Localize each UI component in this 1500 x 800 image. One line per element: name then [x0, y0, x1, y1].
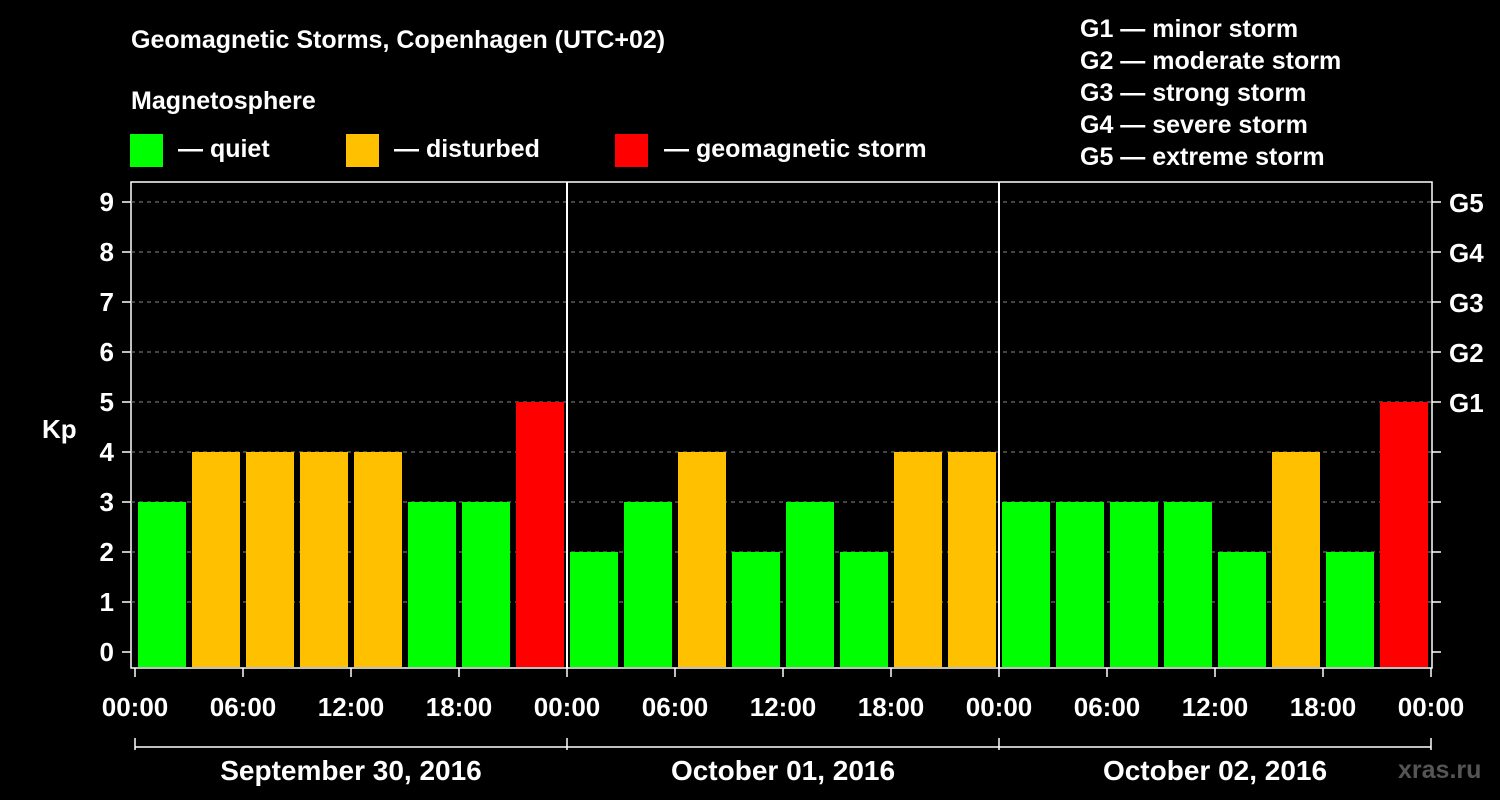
kp-bar-21: [1272, 452, 1320, 667]
kp-bar-4: [354, 452, 402, 667]
y-tick-label: 3: [100, 487, 114, 517]
kp-bar-17: [1056, 502, 1104, 667]
kp-bar-3: [300, 452, 348, 667]
kp-bar-16: [1002, 502, 1050, 667]
kp-bar-8: [570, 552, 618, 667]
g-scale-label: G5: [1449, 188, 1484, 218]
x-tick-label: 00:00: [102, 692, 169, 722]
legend-label-quiet: — quiet: [178, 135, 270, 163]
legend-swatch-quiet: [130, 134, 163, 167]
scale-legend-g2: G2 — moderate storm: [1080, 47, 1342, 75]
kp-bar-19: [1164, 502, 1212, 667]
y-tick-label: 6: [100, 337, 114, 367]
x-tick-label: 00:00: [966, 692, 1033, 722]
x-tick-label: 00:00: [534, 692, 601, 722]
kp-bar-1: [192, 452, 240, 667]
y-tick-label: 1: [100, 587, 114, 617]
x-tick-label: 18:00: [426, 692, 493, 722]
chart-title: Geomagnetic Storms, Copenhagen (UTC+02): [131, 26, 666, 54]
kp-bar-12: [786, 502, 834, 667]
x-tick-label: 18:00: [858, 692, 925, 722]
y-tick-label: 8: [100, 237, 114, 267]
g-scale-label: G1: [1449, 388, 1484, 418]
kp-bar-0: [138, 502, 186, 667]
kp-bar-7: [516, 402, 564, 667]
y-tick-label: 7: [100, 287, 114, 317]
plot-frame: [130, 181, 1433, 669]
day-label: September 30, 2016: [220, 755, 482, 786]
legend-heading: Magnetosphere: [131, 87, 316, 115]
y-tick-label: 5: [100, 387, 114, 417]
x-tick-label: 12:00: [750, 692, 817, 722]
kp-bar-11: [732, 552, 780, 667]
g-scale-label: G2: [1449, 338, 1484, 368]
x-tick-label: 06:00: [1074, 692, 1141, 722]
y-axis-label: Kp: [42, 414, 77, 444]
kp-bar-14: [894, 452, 942, 667]
legend-swatch-disturbed: [346, 134, 379, 167]
g-scale-label: G4: [1449, 238, 1484, 268]
kp-bar-6: [462, 502, 510, 667]
x-tick-label: 12:00: [1182, 692, 1249, 722]
scale-legend-g4: G4 — severe storm: [1080, 111, 1308, 139]
g-scale-label: G3: [1449, 288, 1484, 318]
kp-bar-13: [840, 552, 888, 667]
kp-bar-10: [678, 452, 726, 667]
kp-bar-2: [246, 452, 294, 667]
kp-bar-18: [1110, 502, 1158, 667]
day-label: October 01, 2016: [671, 755, 895, 786]
legend-label-disturbed: — disturbed: [394, 135, 540, 163]
x-tick-label: 18:00: [1290, 692, 1357, 722]
y-tick-label: 4: [100, 437, 115, 467]
x-tick-label: 12:00: [318, 692, 385, 722]
kp-bar-9: [624, 502, 672, 667]
kp-bar-15: [948, 452, 996, 667]
y-tick-label: 2: [100, 537, 114, 567]
kp-bar-20: [1218, 552, 1266, 667]
kp-bar-5: [408, 502, 456, 667]
kp-bar-22: [1326, 552, 1374, 667]
x-tick-label: 00:00: [1398, 692, 1465, 722]
y-tick-label: 9: [100, 187, 114, 217]
watermark: xras.ru: [1398, 756, 1482, 784]
legend-label-storm: — geomagnetic storm: [664, 135, 927, 163]
legend-swatch-storm: [615, 134, 648, 167]
scale-legend-g3: G3 — strong storm: [1080, 79, 1307, 107]
y-tick-label: 0: [100, 637, 114, 667]
scale-legend-g5: G5 — extreme storm: [1080, 143, 1325, 171]
day-label: October 02, 2016: [1103, 755, 1327, 786]
x-tick-label: 06:00: [210, 692, 277, 722]
kp-bar-23: [1380, 402, 1428, 667]
x-tick-label: 06:00: [642, 692, 709, 722]
scale-legend-g1: G1 — minor storm: [1080, 15, 1299, 43]
